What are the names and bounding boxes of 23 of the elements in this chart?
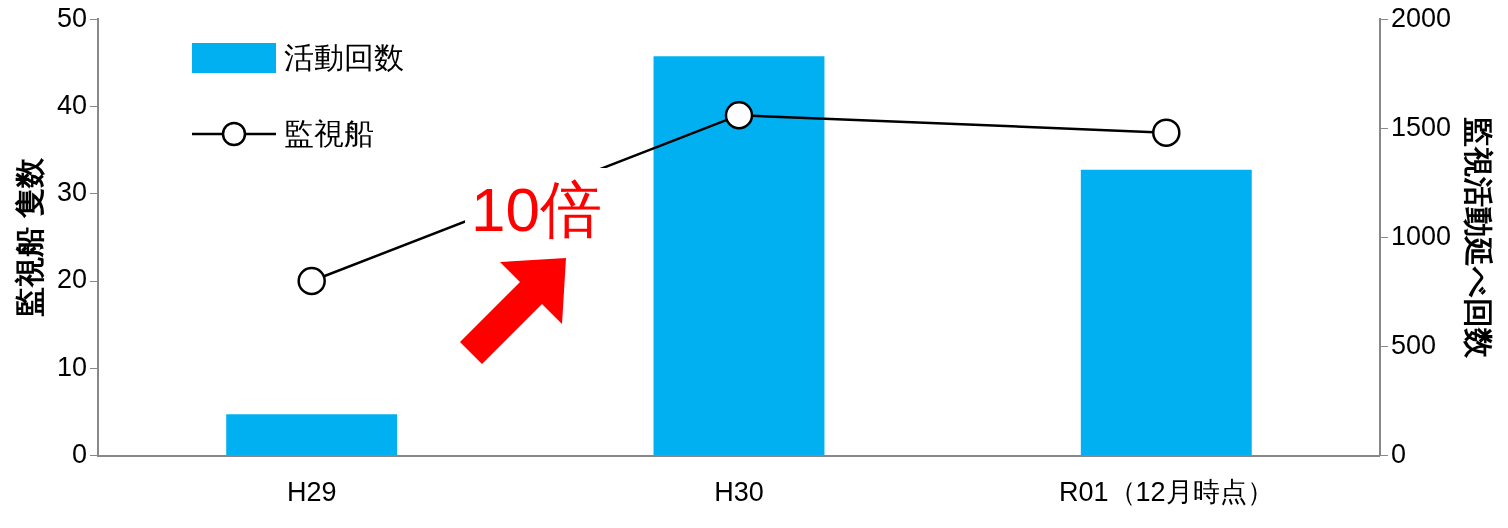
bar — [226, 414, 398, 456]
x-tick-label: H29 — [286, 477, 337, 508]
x-tick-label: R01（12月時点） — [1059, 477, 1274, 508]
y-tick-label: 0 — [72, 439, 88, 470]
y2-tick-label: 1000 — [1390, 220, 1452, 251]
y2-axis-title: 監視活動延べ回数 — [1461, 116, 1495, 359]
y-axis-title: 監視船 隻数 — [13, 157, 47, 317]
y2-tick-label: 2000 — [1390, 2, 1452, 33]
point — [724, 100, 754, 130]
y-tick-label: 50 — [56, 2, 88, 33]
y-tick-label: 30 — [56, 177, 88, 208]
bar — [653, 56, 825, 456]
legend-label: 活動回数 — [284, 39, 404, 76]
x-tick-label: H30 — [714, 477, 764, 508]
y-tick-label: 10 — [56, 351, 88, 382]
y2-tick-label: 500 — [1390, 329, 1436, 360]
legend-label: 監視船 — [284, 115, 374, 152]
y-tick-label: 20 — [56, 264, 88, 295]
bar — [1080, 169, 1252, 456]
y2-tick-label: 1500 — [1390, 111, 1452, 142]
annotation: 10倍 — [465, 168, 608, 252]
y2-tick-label: 0 — [1390, 439, 1406, 470]
y-tick-label: 40 — [56, 89, 88, 120]
